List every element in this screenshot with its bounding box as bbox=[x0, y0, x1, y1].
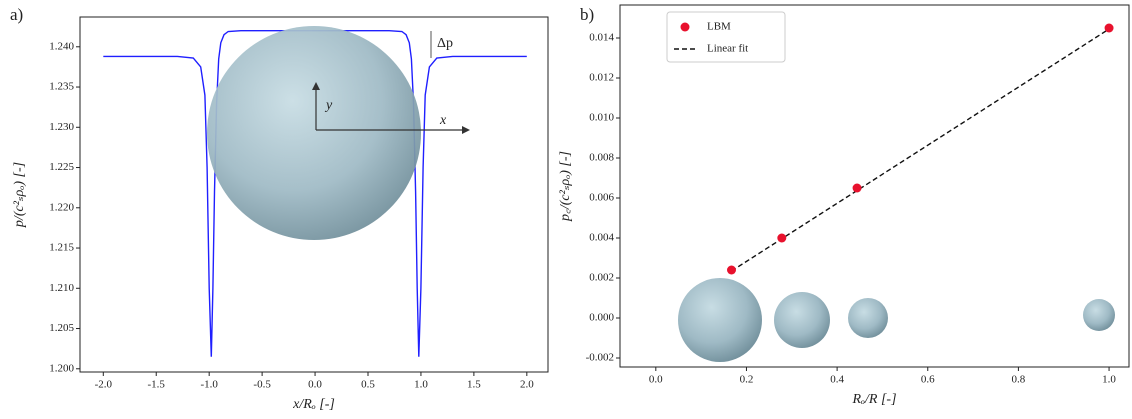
y-tick-label: 1.240 bbox=[49, 40, 74, 52]
x-tick-label: 0.6 bbox=[921, 374, 935, 386]
x-tick-label: 0.0 bbox=[308, 379, 322, 391]
x-tick-label: 0.4 bbox=[830, 374, 844, 386]
legend-box bbox=[666, 11, 786, 63]
y-tick-label: -0.002 bbox=[586, 352, 614, 364]
bubble bbox=[774, 292, 830, 348]
x-tick-label: 1.5 bbox=[467, 379, 481, 391]
frames: -2.0 -1.5 -1.0 -0.5 0.0 0.5 1.0 1.5 2.0 1.200 1.20… bbox=[10, 4, 1130, 412]
x-tick-label: -0.5 bbox=[253, 379, 271, 391]
annotation: x bbox=[439, 113, 447, 128]
panel-label: a) bbox=[10, 5, 23, 24]
sphere bbox=[207, 26, 421, 240]
y-axis-label: p/(c²ₛρₒ) [-] bbox=[12, 162, 27, 228]
annotation: y bbox=[324, 98, 333, 113]
plot-frame bbox=[619, 4, 1130, 368]
point bbox=[1104, 23, 1114, 33]
x-tick-label: -2.0 bbox=[95, 379, 113, 391]
point bbox=[777, 233, 787, 243]
y-tick-label: 0.006 bbox=[589, 192, 614, 204]
y-tick-label: 1.220 bbox=[49, 201, 74, 213]
arrow-head bbox=[312, 82, 320, 90]
legend-label: LBM bbox=[707, 21, 731, 33]
plot-b bbox=[726, 23, 1114, 275]
y-tick-label: 0.008 bbox=[589, 152, 614, 164]
x-tick-label: 0.5 bbox=[361, 379, 375, 391]
x-tick-label: 1.0 bbox=[1102, 374, 1116, 386]
x-tick-label: -1.5 bbox=[148, 379, 166, 391]
x-tick-label: 1.0 bbox=[414, 379, 428, 391]
x-tick-label: 0.2 bbox=[740, 374, 754, 386]
bubble bbox=[1083, 299, 1115, 331]
plot-frame bbox=[79, 16, 549, 373]
annotation: Δp bbox=[437, 36, 453, 51]
y-tick-label: 0.010 bbox=[589, 112, 614, 124]
x-tick-label: -1.0 bbox=[200, 379, 218, 391]
bubble bbox=[848, 298, 888, 338]
point bbox=[726, 265, 736, 275]
legend-label: Linear fit bbox=[707, 43, 748, 55]
fit-line bbox=[731, 28, 1110, 272]
x-tick-label: 0.8 bbox=[1012, 374, 1026, 386]
x-axis-label: Rₒ/R [-] bbox=[851, 392, 896, 407]
x-tick-label: 0.0 bbox=[649, 374, 663, 386]
point bbox=[852, 183, 862, 193]
x-axis-label: x/Rₒ [-] bbox=[292, 397, 335, 412]
y-tick-label: 1.215 bbox=[49, 242, 74, 254]
y-tick-label: 1.210 bbox=[49, 282, 74, 294]
bubble bbox=[678, 278, 762, 362]
y-tick-label: 0.004 bbox=[589, 232, 614, 244]
y-tick-label: 0.000 bbox=[589, 312, 614, 324]
y-tick-label: 1.200 bbox=[49, 362, 74, 374]
x-tick-label: 2.0 bbox=[520, 379, 534, 391]
sphere-overlay bbox=[207, 26, 1115, 362]
panel-label: b) bbox=[580, 5, 594, 24]
y-tick-label: 0.002 bbox=[589, 272, 614, 284]
y-tick-label: 1.235 bbox=[49, 81, 74, 93]
legend-marker bbox=[680, 22, 690, 32]
y-tick-label: 0.012 bbox=[589, 72, 614, 84]
y-axis-label: p꜀/(c²ₛρₒ) [-] bbox=[558, 151, 573, 222]
arrow-head bbox=[462, 126, 470, 134]
y-tick-label: 0.014 bbox=[589, 32, 614, 44]
y-tick-label: 1.225 bbox=[49, 161, 74, 173]
y-tick-label: 1.230 bbox=[49, 121, 74, 133]
y-tick-label: 1.205 bbox=[49, 322, 74, 334]
